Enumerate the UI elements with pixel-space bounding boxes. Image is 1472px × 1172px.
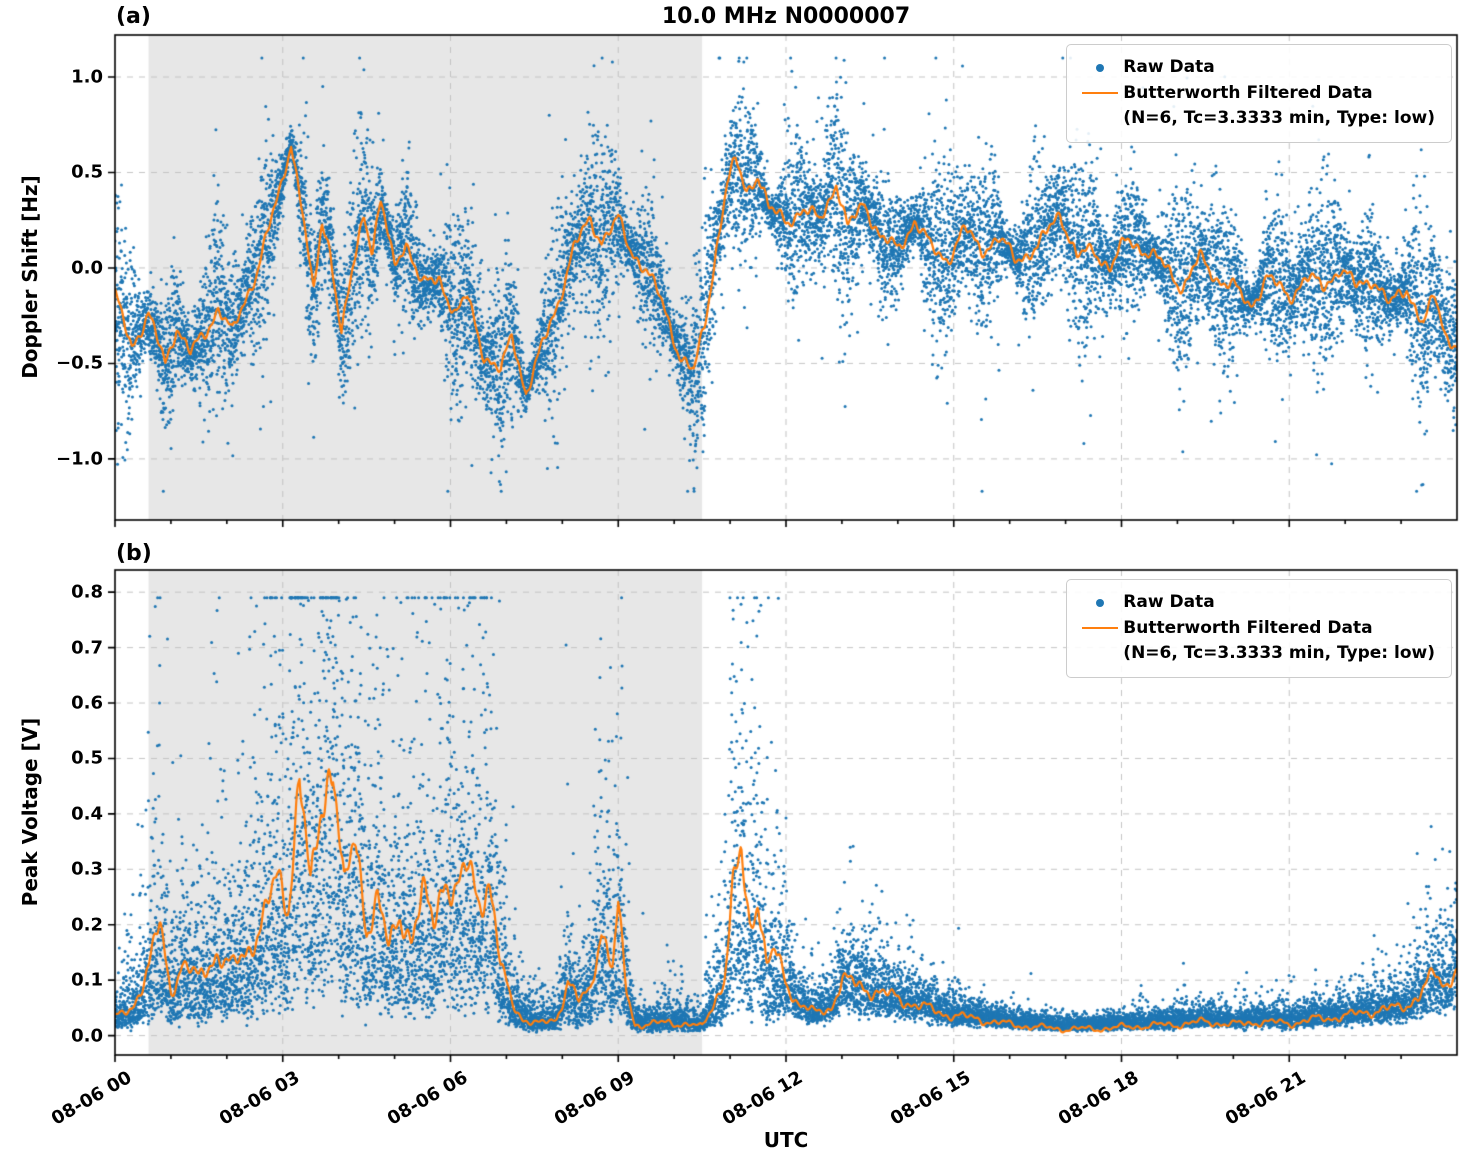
legend-panel-b: Raw Data Butterworth Filtered Data (N=6,… xyxy=(1066,579,1452,678)
legend-filtered-params: (N=6, Tc=3.3333 min, Type: low) xyxy=(1123,108,1435,128)
y-tick-label: 0.8 xyxy=(71,581,103,603)
y-tick-label: 0.0 xyxy=(71,1025,103,1047)
panel-a-label: (a) xyxy=(116,4,151,29)
y-tick-label: 1.0 xyxy=(71,66,103,88)
legend-raw-label: Raw Data xyxy=(1123,592,1215,612)
filtered-line-icon xyxy=(1077,627,1123,630)
legend-filtered-params-row: (N=6, Tc=3.3333 min, Type: low) xyxy=(1077,641,1435,667)
y-tick-label: 0.5 xyxy=(71,747,103,769)
y-tick-label: 0.3 xyxy=(71,858,103,880)
legend-filtered-params: (N=6, Tc=3.3333 min, Type: low) xyxy=(1123,643,1435,663)
y-tick-label: 0.0 xyxy=(71,257,103,279)
y-tick-label: 0.1 xyxy=(71,969,103,991)
legend-filtered-entry: Butterworth Filtered Data xyxy=(1077,81,1435,107)
y-tick-label: 0.4 xyxy=(71,803,103,825)
raw-data-dot-icon xyxy=(1077,598,1123,607)
raw-data-dot-icon xyxy=(1077,63,1123,72)
panel-b-label: (b) xyxy=(116,541,152,566)
legend-raw-entry: Raw Data xyxy=(1077,55,1435,81)
legend-raw-entry: Raw Data xyxy=(1077,590,1435,616)
y-tick-label: 0.7 xyxy=(71,637,103,659)
legend-filtered-label: Butterworth Filtered Data xyxy=(1123,617,1373,638)
legend-raw-label: Raw Data xyxy=(1123,57,1215,77)
y-tick-label: 0.2 xyxy=(71,914,103,936)
y-tick-label: 0.5 xyxy=(71,161,103,183)
figure-title: 10.0 MHz N0000007 xyxy=(661,4,911,29)
x-axis-title: UTC xyxy=(763,1128,809,1152)
legend-filtered-params-row: (N=6, Tc=3.3333 min, Type: low) xyxy=(1077,106,1435,132)
y-tick-label: 0.6 xyxy=(71,692,103,714)
y-tick-label: −1.0 xyxy=(56,448,103,470)
legend-filtered-label: Butterworth Filtered Data xyxy=(1123,82,1373,103)
filtered-line-icon xyxy=(1077,92,1123,95)
panel-b-ylabel: Peak Voltage [V] xyxy=(18,717,42,907)
legend-filtered-entry: Butterworth Filtered Data xyxy=(1077,616,1435,642)
legend-panel-a: Raw Data Butterworth Filtered Data (N=6,… xyxy=(1066,44,1452,143)
panel-a-ylabel: Doppler Shift [Hz] xyxy=(18,175,42,379)
y-tick-label: −0.5 xyxy=(56,352,103,374)
